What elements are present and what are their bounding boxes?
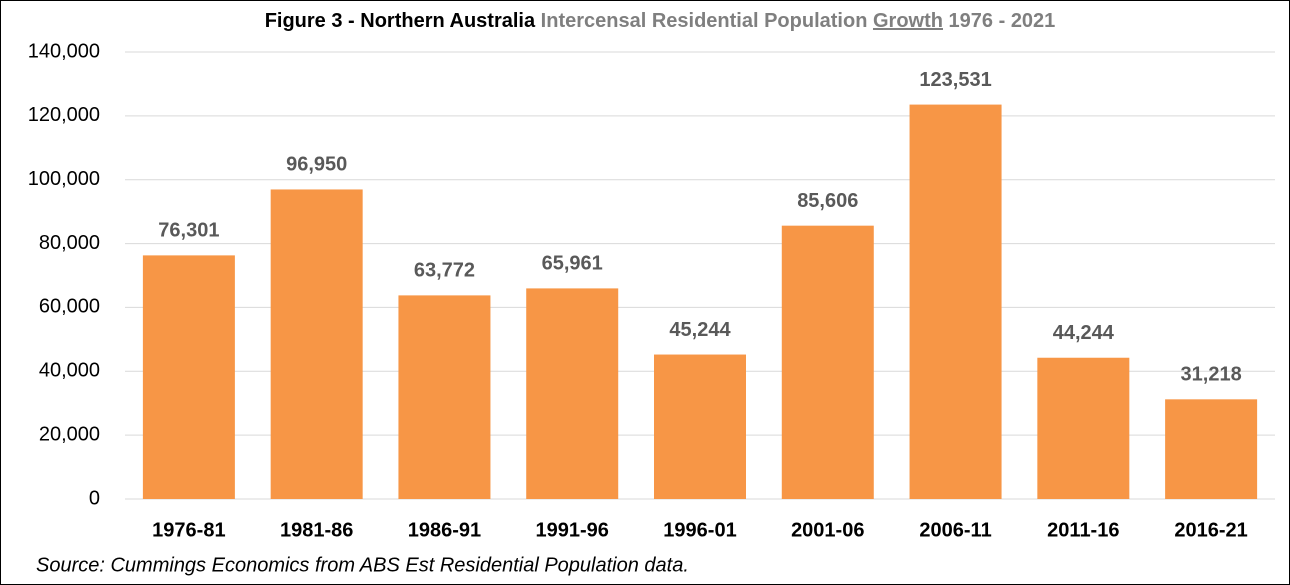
data-label: 123,531 [919,69,991,91]
x-tick-label: 2001-06 [791,519,864,541]
x-tick-label: 1986-91 [408,519,481,541]
x-tick-label: 1991-96 [536,519,609,541]
chart-title: Figure 3 - Northern Australia Intercensa… [265,10,1056,32]
source-note: Source: Cummings Economics from ABS Est … [36,554,689,576]
x-tick-label: 2011-16 [1047,519,1119,541]
data-label: 63,772 [414,260,475,282]
title-part: 1976 - 2021 [949,10,1056,32]
x-tick-label: 2016-21 [1174,519,1247,541]
data-label: 96,950 [286,154,347,176]
title-part: Intercensal Residential Population [541,10,868,32]
y-tick-label: 80,000 [39,232,100,254]
bar [654,354,746,499]
data-label: 31,218 [1181,364,1242,386]
data-label: 44,244 [1053,322,1115,344]
bar [398,295,491,499]
title-part: Growth [873,10,943,32]
bar [1165,399,1258,499]
x-tick-label: 1976-81 [152,519,225,541]
y-tick-label: 0 [89,487,100,509]
y-tick-label: 60,000 [39,296,100,318]
y-tick-label: 100,000 [28,168,100,190]
bar [781,225,874,499]
data-label: 76,301 [158,220,219,242]
bar [142,255,235,499]
data-label: 45,244 [669,319,731,341]
y-tick-label: 40,000 [39,360,100,382]
bar [909,104,1002,499]
bar [1037,357,1130,499]
x-tick-label: 1996-01 [663,519,736,541]
x-tick-label: 1981-86 [280,519,353,541]
bar [526,288,619,499]
title-part: Figure 3 - Northern Australia [265,10,536,32]
y-tick-label: 120,000 [28,104,100,126]
data-label: 65,961 [542,253,603,275]
y-tick-label: 140,000 [28,40,100,62]
data-label: 85,606 [797,190,858,212]
x-tick-label: 2006-11 [919,519,991,541]
bar [270,189,363,499]
y-tick-label: 20,000 [39,423,100,445]
